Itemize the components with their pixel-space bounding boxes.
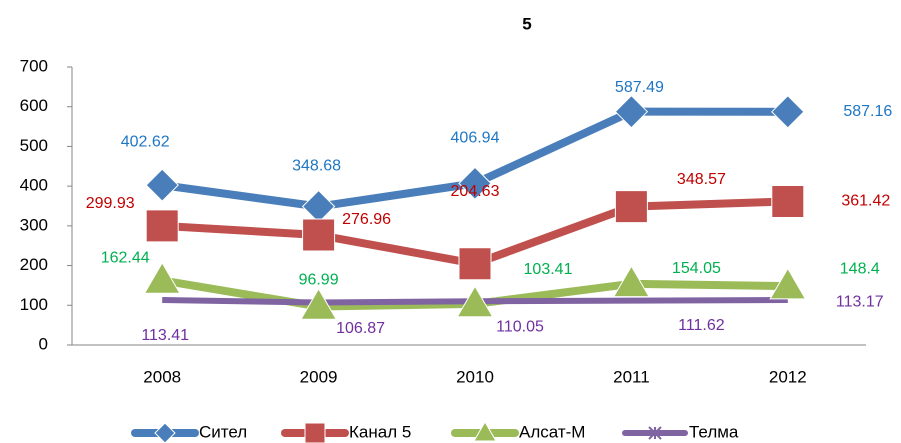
legend-label: Канал 5	[349, 422, 411, 441]
data-label: 162.44	[101, 250, 150, 267]
y-tick-label: 700	[20, 56, 48, 75]
marker	[458, 166, 492, 201]
marker	[145, 209, 179, 243]
data-label: 113.17	[836, 293, 884, 310]
marker	[458, 247, 492, 281]
marker	[614, 94, 649, 129]
data-label: 299.93	[86, 195, 135, 212]
data-label: 587.49	[615, 79, 664, 96]
y-tick-label: 400	[20, 176, 48, 195]
data-label: 204.63	[451, 183, 500, 200]
data-label: 106.87	[336, 320, 385, 337]
x-tick-label: 2012	[769, 367, 807, 386]
y-tick-label: 0	[39, 334, 48, 353]
x-tick-label: 2010	[456, 367, 494, 386]
data-label: 113.41	[141, 327, 189, 344]
marker	[771, 184, 805, 218]
marker	[300, 287, 338, 320]
marker	[614, 190, 648, 224]
marker	[456, 285, 494, 318]
data-label: 96.99	[299, 272, 339, 289]
y-tick-label: 100	[20, 295, 48, 314]
data-label: 587.16	[843, 103, 892, 120]
marker	[769, 267, 807, 300]
marker	[304, 422, 326, 443]
marker	[301, 189, 336, 224]
data-label: 348.57	[677, 171, 726, 188]
marker	[302, 218, 336, 252]
y-tick-label: 600	[20, 96, 48, 115]
chart-title: 5	[522, 14, 531, 33]
data-label: 276.96	[342, 211, 391, 228]
x-tick-label: 2011	[613, 367, 650, 386]
marker	[145, 168, 179, 202]
legend-label: Сител	[199, 422, 247, 441]
legend-label: Телма	[689, 422, 739, 441]
x-tick-label: 2009	[300, 367, 338, 386]
marker	[612, 265, 650, 298]
data-label: 110.05	[496, 319, 544, 336]
data-label: 402.62	[121, 133, 170, 150]
x-tick-label: 2008	[143, 367, 181, 386]
data-label: 406.94	[451, 130, 500, 147]
marker	[154, 422, 176, 443]
marker	[771, 95, 805, 129]
data-label: 111.62	[678, 317, 725, 334]
y-tick-label: 300	[20, 215, 48, 234]
data-label: 348.68	[292, 158, 341, 175]
data-label: 154.05	[672, 260, 721, 277]
marker	[143, 261, 181, 294]
legend-label: Алсат-М	[519, 422, 585, 441]
y-tick-label: 200	[20, 255, 48, 274]
marker	[648, 426, 662, 440]
y-tick-label: 500	[20, 136, 48, 155]
data-label: 361.42	[841, 193, 890, 210]
data-label: 148.4	[840, 260, 880, 277]
marker	[473, 421, 497, 442]
data-label: 103.41	[524, 261, 573, 278]
